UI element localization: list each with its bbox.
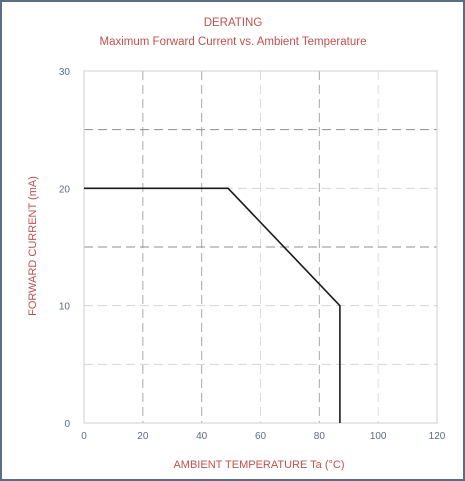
x-tick-label: 100	[370, 431, 387, 442]
x-tick-label: 80	[314, 431, 326, 442]
chart-title: DERATING	[204, 17, 263, 29]
y-tick-label: 30	[59, 67, 71, 78]
y-tick-label: 0	[64, 419, 70, 430]
x-tick-label: 0	[81, 431, 87, 442]
x-tick-label: 20	[137, 431, 149, 442]
y-tick-label: 20	[59, 184, 71, 195]
y-tick-label: 10	[59, 302, 71, 313]
grid	[84, 71, 437, 423]
derating-curve	[84, 187, 341, 423]
series-layer	[84, 187, 341, 423]
x-tick-label: 40	[196, 431, 208, 442]
plot-area	[83, 70, 438, 424]
y-axis-label: FORWARD CURRENT (mA)	[27, 176, 39, 316]
tick-labels: 0 20 40 60 80 100 120 0 10 20 30	[59, 67, 446, 442]
x-tick-label: 60	[255, 431, 267, 442]
chart-subtitle: Maximum Forward Current vs. Ambient Temp…	[100, 36, 367, 48]
x-tick-label: 120	[429, 431, 446, 442]
x-axis-label: AMBIENT TEMPERATURE Ta (°C)	[173, 459, 344, 471]
